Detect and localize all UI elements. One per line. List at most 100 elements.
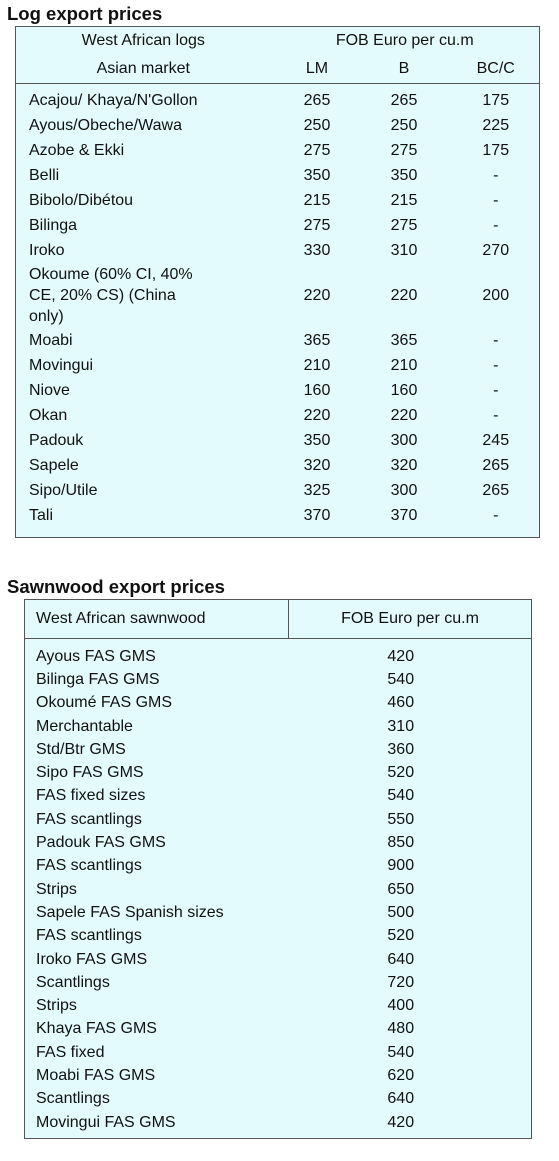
- log-header-market: Asian market: [15, 55, 271, 84]
- table-row: Sapele FAS Spanish sizes 500: [25, 901, 532, 924]
- log-header-fob-group: FOB Euro per cu.m: [335, 32, 474, 49]
- log-species-name: Niove: [29, 382, 70, 399]
- sawn-table-body: Ayous FAS GMS 420 Bilinga FAS GMS 540 Okoumé…: [25, 645, 532, 1134]
- sawn-product-name: Khaya FAS GMS: [36, 1020, 157, 1038]
- log-species-name: Ayous/Obeche/Wawa: [29, 117, 182, 134]
- sawn-price: 650: [387, 880, 415, 898]
- sawnwood-prices-table: West African sawnwood FOB Euro per cu.m …: [24, 599, 532, 1140]
- log-price-lm: 160: [303, 381, 331, 399]
- log-price-lm: 250: [303, 116, 331, 134]
- table-row: Strips 650: [25, 878, 532, 901]
- log-header-row-1: West African logs FOB Euro per cu.m: [16, 27, 540, 56]
- sawn-header-fob: FOB Euro per cu.m: [288, 599, 532, 639]
- table-row: Belli 350 350 -: [16, 163, 540, 188]
- sawn-header-species: West African sawnwood: [24, 599, 289, 639]
- log-price-bcc: 175: [482, 141, 510, 159]
- log-species-name: Acajou/ Khaya/N'Gollon: [29, 92, 198, 109]
- log-header-b: B: [355, 55, 453, 84]
- log-price-lm: 350: [303, 166, 331, 184]
- table-row: Okan 220 220 -: [16, 403, 540, 428]
- log-price-bcc: -: [493, 191, 499, 209]
- log-species-name: Sapele: [29, 457, 79, 474]
- sawn-price: 520: [387, 927, 415, 945]
- log-price-b: 275: [390, 141, 418, 159]
- table-row: FAS scantlings 550: [25, 808, 532, 831]
- table-row: Scantlings 720: [25, 971, 532, 994]
- log-price-b: 265: [390, 91, 418, 109]
- log-price-bcc: 225: [482, 116, 510, 134]
- log-price-bcc: 265: [482, 456, 510, 474]
- sawn-product-name: Ayous FAS GMS: [36, 647, 156, 665]
- sawn-price: 540: [387, 1043, 415, 1061]
- log-price-bcc: 175: [482, 91, 510, 109]
- log-price-b: 210: [390, 356, 418, 374]
- table-row: Sipo FAS GMS 520: [25, 761, 532, 784]
- log-header-species: West African logs: [81, 32, 205, 49]
- table-row: Moabi 365 365 -: [16, 328, 540, 353]
- log-price-b: 350: [390, 166, 418, 184]
- table-row: Std/Btr GMS 360: [25, 738, 532, 761]
- sawn-product-name: Okoumé FAS GMS: [36, 694, 173, 712]
- table-row: FAS fixed sizes 540: [25, 785, 532, 808]
- log-price-bcc: -: [493, 406, 499, 424]
- log-price-lm: 350: [303, 431, 331, 449]
- log-price-lm: 265: [303, 91, 331, 109]
- sawn-product-name: Strips: [36, 997, 77, 1015]
- sawn-price: 620: [387, 1066, 415, 1084]
- sawn-product-name: FAS scantlings: [36, 857, 142, 875]
- table-row: Ayous FAS GMS 420: [25, 645, 532, 668]
- sawn-product-name: FAS scantlings: [36, 810, 142, 828]
- log-species-name: Moabi: [29, 332, 73, 349]
- sawn-price: 520: [387, 764, 415, 782]
- table-row: Tali 370 370 -: [16, 503, 540, 528]
- log-price-b: 220: [390, 286, 418, 304]
- log-price-b: 160: [390, 381, 418, 399]
- table-row: Okoume (60% CI, 40% CE, 20% CS) (China onl…: [16, 263, 540, 328]
- log-price-lm: 220: [303, 286, 331, 304]
- log-species-name: Belli: [29, 167, 60, 184]
- table-row: Bilinga 275 275 -: [16, 213, 540, 238]
- log-species-name: Bilinga: [29, 217, 78, 234]
- log-export-prices-title: Log export prices: [7, 3, 163, 24]
- table-row: FAS scantlings 520: [25, 925, 532, 948]
- sawn-product-name: Strips: [36, 880, 77, 898]
- table-row: Bibolo/Dibétou 215 215 -: [16, 188, 540, 213]
- log-price-lm: 320: [303, 456, 331, 474]
- log-price-b: 275: [390, 216, 418, 234]
- sawn-product-name: Moabi FAS GMS: [36, 1066, 156, 1084]
- log-price-bcc: 245: [482, 431, 510, 449]
- log-header-bcc: BC/C: [452, 55, 540, 84]
- sawn-price: 850: [387, 834, 415, 852]
- log-price-b: 370: [390, 506, 418, 524]
- sawn-product-name: Iroko FAS GMS: [36, 950, 148, 968]
- sawn-product-name: Sipo FAS GMS: [36, 764, 144, 782]
- sawn-product-name: FAS scantlings: [36, 927, 142, 945]
- log-price-bcc: -: [493, 381, 499, 399]
- sawn-price: 900: [387, 857, 415, 875]
- sawn-product-name: FAS fixed sizes: [36, 787, 146, 805]
- sawn-product-name: Padouk FAS GMS: [36, 834, 166, 852]
- table-row: Scantlings 640: [25, 1088, 532, 1111]
- sawn-product-name: FAS fixed: [36, 1043, 105, 1061]
- sawn-price: 500: [387, 903, 415, 921]
- log-price-bcc: -: [493, 331, 499, 349]
- table-row: Movingui 210 210 -: [16, 353, 540, 378]
- log-species-name: Okan: [29, 407, 68, 424]
- log-price-lm: 215: [303, 191, 331, 209]
- sawn-price: 640: [387, 1090, 415, 1108]
- log-price-b: 250: [390, 116, 418, 134]
- log-price-b: 220: [390, 406, 418, 424]
- log-price-lm: 330: [303, 241, 331, 259]
- log-price-b: 320: [390, 456, 418, 474]
- sawn-product-name: Movingui FAS GMS: [36, 1113, 176, 1131]
- log-price-lm: 365: [303, 331, 331, 349]
- table-row: Iroko FAS GMS 640: [25, 948, 532, 971]
- sawn-product-name: Merchantable: [36, 717, 133, 735]
- log-species-name-line: only): [29, 308, 64, 325]
- sawn-price: 720: [387, 973, 415, 991]
- log-species-name-line: Okoume (60% CI, 40%: [29, 266, 193, 283]
- table-row: Movingui FAS GMS 420: [25, 1111, 532, 1134]
- table-row: Merchantable 310: [25, 715, 532, 738]
- sawn-product-name: Std/Btr GMS: [36, 740, 126, 758]
- table-row: Sapele 320 320 265: [16, 453, 540, 478]
